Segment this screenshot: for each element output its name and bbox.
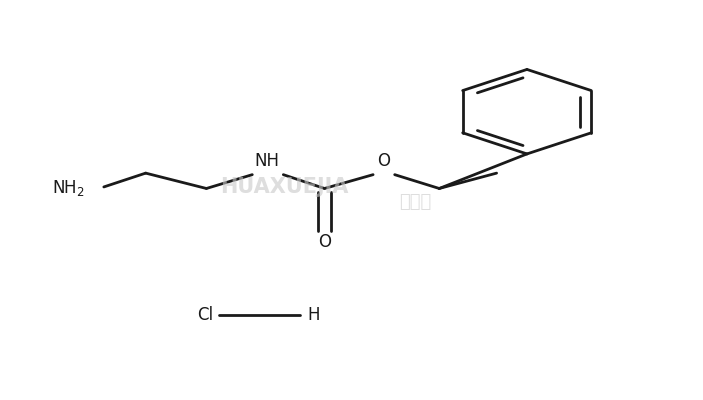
Text: H: H <box>308 306 320 324</box>
Text: NH$_2$: NH$_2$ <box>52 178 85 198</box>
Text: NH: NH <box>254 152 280 170</box>
Text: 化学加: 化学加 <box>399 193 432 211</box>
Text: Cl: Cl <box>197 306 213 324</box>
Text: O: O <box>318 233 331 251</box>
Text: HUAXUEJIA: HUAXUEJIA <box>220 176 348 196</box>
Text: O: O <box>378 152 390 170</box>
